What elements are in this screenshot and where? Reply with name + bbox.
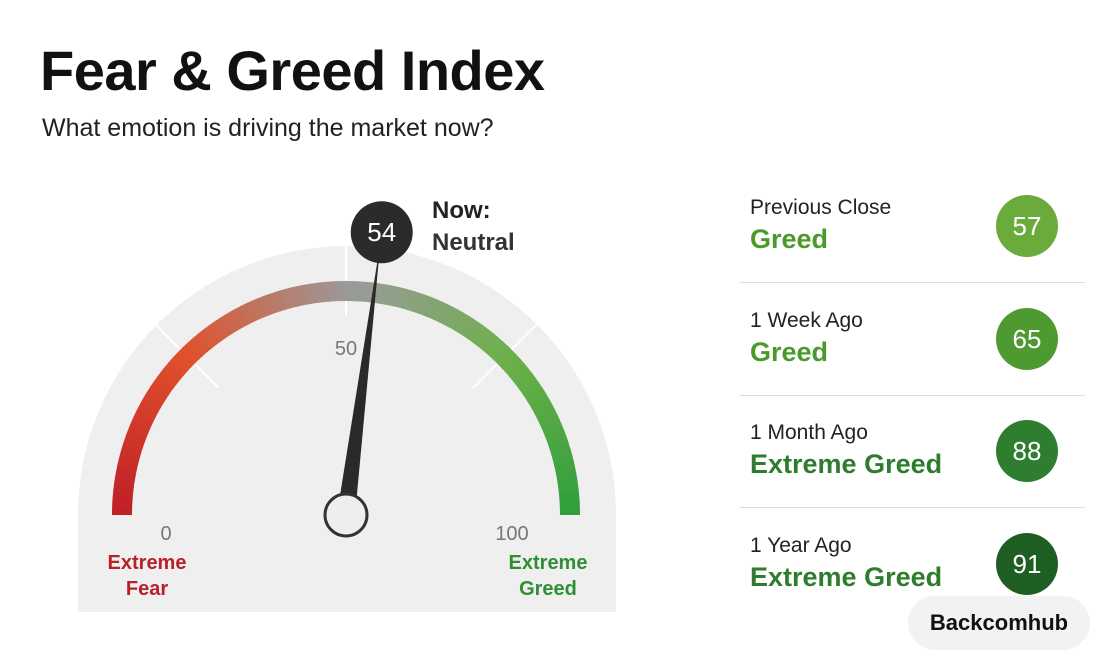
separator: [740, 282, 1085, 283]
history-rating: Greed: [750, 224, 829, 254]
value-text: 54: [367, 217, 396, 247]
brand: Backcomhub: [908, 596, 1090, 650]
title: Fear & Greed Index: [40, 39, 545, 102]
gauge: 0 100 50 54 Now: Neutral: [78, 197, 616, 612]
needle: [337, 242, 381, 517]
history-label: 1 Month Ago: [750, 421, 868, 444]
history-value: 91: [996, 532, 1058, 595]
history-label: 1 Year Ago: [750, 533, 852, 557]
now-rating: Neutral: [432, 229, 515, 256]
scale-max: 100: [495, 523, 528, 545]
history-value: 88: [996, 420, 1058, 482]
low-label: Extreme Fear: [107, 552, 187, 600]
history-rating: Extreme Greed: [750, 561, 943, 592]
subtitle: What emotion is driving the market now?: [42, 114, 494, 142]
needle-hub: [323, 492, 369, 538]
separator: [740, 507, 1085, 508]
separator: [740, 394, 1085, 396]
high-label: Extreme Greed: [508, 552, 588, 600]
value-bubble: [350, 201, 413, 264]
history-label: Previous Close: [750, 196, 892, 219]
history-value: 57: [996, 195, 1058, 257]
now-label: Now:: [432, 197, 491, 224]
history-label: 1 Week Ago: [750, 308, 863, 332]
history-rating: Extreme Greed: [750, 449, 943, 479]
history-rating: Greed: [750, 336, 829, 367]
scale-mid: 50: [335, 338, 357, 360]
history-value: 65: [996, 307, 1058, 370]
scale-min: 0: [160, 523, 171, 545]
